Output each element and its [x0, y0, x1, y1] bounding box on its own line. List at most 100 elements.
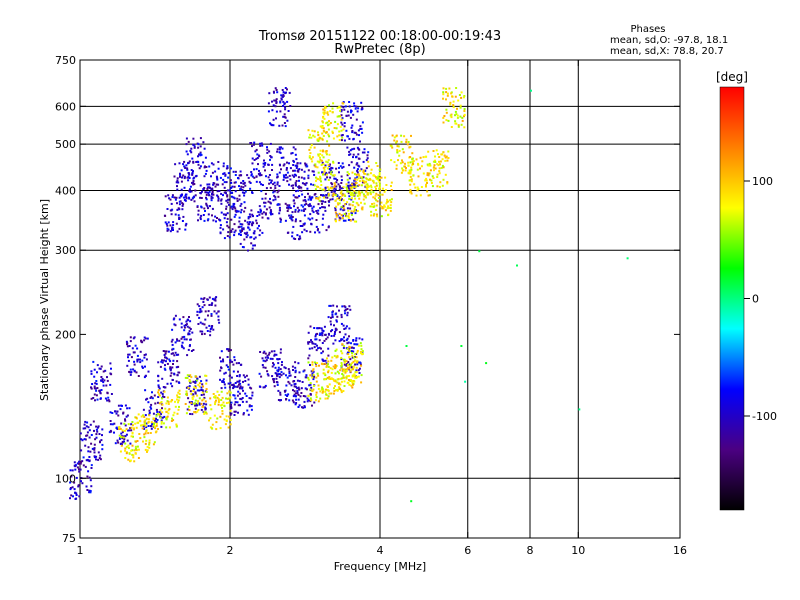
data-point	[292, 199, 295, 202]
data-point	[199, 137, 202, 140]
data-point	[357, 164, 360, 167]
data-point	[335, 348, 338, 351]
data-point	[92, 420, 95, 423]
data-point	[282, 105, 284, 107]
data-point	[393, 139, 396, 142]
data-point	[355, 337, 358, 340]
data-point	[93, 368, 96, 371]
data-point	[353, 209, 356, 212]
data-point	[247, 249, 249, 252]
data-point	[335, 127, 338, 130]
data-point	[175, 425, 178, 428]
data-point	[210, 314, 213, 317]
data-point	[319, 149, 322, 152]
data-point	[390, 181, 393, 184]
data-point	[280, 156, 283, 159]
y-tick-label: 600	[55, 100, 76, 113]
data-point	[157, 428, 159, 430]
data-point	[317, 400, 320, 403]
data-point	[294, 403, 297, 406]
data-point	[77, 485, 80, 488]
data-point	[338, 340, 341, 343]
data-point	[361, 107, 364, 110]
data-point	[187, 348, 190, 351]
data-point	[238, 362, 240, 365]
data-point	[229, 167, 232, 170]
data-point	[168, 358, 171, 361]
data-point	[362, 169, 365, 172]
data-point	[195, 161, 198, 163]
data-point	[420, 186, 423, 188]
data-point	[160, 425, 163, 428]
data-point	[208, 165, 211, 168]
data-point	[333, 174, 336, 177]
data-point	[355, 118, 358, 121]
data-point	[349, 219, 352, 222]
data-point	[169, 230, 172, 233]
data-point	[100, 365, 103, 368]
data-point	[290, 184, 293, 187]
data-point	[186, 408, 189, 411]
data-point	[348, 150, 351, 153]
data-point	[353, 374, 356, 377]
data-point	[426, 182, 428, 184]
data-point	[215, 312, 218, 315]
data-point	[264, 192, 267, 195]
data-point	[241, 400, 244, 403]
data-point	[186, 168, 189, 171]
data-point	[313, 346, 316, 349]
data-point	[280, 218, 282, 221]
data-point	[77, 462, 80, 465]
data-point	[366, 188, 369, 191]
data-point	[274, 187, 277, 190]
data-point	[245, 395, 248, 397]
data-point	[262, 359, 265, 362]
data-point	[389, 209, 392, 212]
data-point	[292, 184, 295, 187]
data-point	[172, 359, 175, 362]
data-point	[344, 312, 346, 315]
data-point	[215, 428, 218, 431]
data-point	[345, 370, 348, 373]
data-point	[233, 185, 236, 188]
data-point	[264, 356, 267, 359]
data-point	[267, 374, 270, 377]
data-point	[141, 424, 144, 427]
data-point	[225, 364, 228, 367]
data-point	[232, 363, 235, 366]
data-point	[384, 189, 387, 191]
data-point	[324, 362, 327, 365]
data-point	[137, 413, 140, 416]
data-point	[159, 365, 162, 368]
data-point	[275, 102, 278, 105]
data-point	[150, 403, 153, 406]
data-point	[269, 155, 272, 157]
data-point	[409, 183, 412, 186]
data-point	[354, 376, 357, 379]
data-point	[365, 159, 368, 162]
data-point	[292, 187, 295, 190]
data-point	[241, 229, 243, 232]
data-point	[359, 169, 362, 172]
data-point	[221, 396, 224, 399]
data-point	[356, 349, 359, 352]
data-point	[203, 187, 206, 189]
data-point	[205, 166, 208, 168]
data-point	[219, 378, 221, 381]
data-point	[171, 366, 174, 369]
data-point	[332, 392, 335, 395]
data-point	[372, 174, 375, 177]
data-point	[450, 92, 453, 95]
data-point	[294, 153, 297, 156]
data-point	[282, 164, 285, 167]
data-point	[98, 457, 101, 460]
data-point	[231, 228, 234, 231]
data-point	[229, 179, 232, 182]
data-point	[223, 191, 226, 194]
data-point	[185, 412, 188, 415]
data-point	[340, 105, 343, 108]
data-point	[331, 313, 334, 316]
data-point	[201, 330, 204, 333]
data-point	[364, 185, 367, 188]
data-point	[116, 410, 119, 413]
